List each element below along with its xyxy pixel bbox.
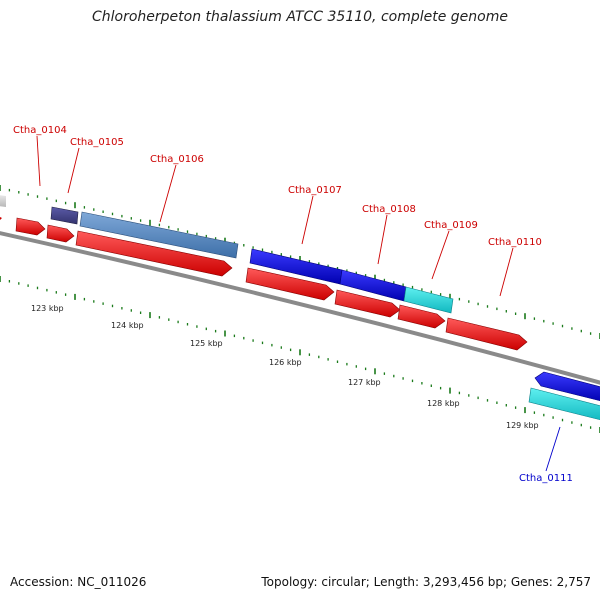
scale-label-123-kbp: 123 kbp bbox=[31, 304, 64, 313]
reverse-cds-arrow-blue[interactable] bbox=[534, 371, 600, 402]
gene-label-ctha-0105[interactable]: Ctha_0105 bbox=[70, 137, 124, 148]
gene-label-ctha-0109[interactable]: Ctha_0109 bbox=[424, 220, 478, 231]
accession-text: Accession: NC_011026 bbox=[10, 575, 147, 589]
reverse-feature-cyan[interactable] bbox=[528, 387, 600, 421]
gene-label-ctha-0107[interactable]: Ctha_0107 bbox=[288, 185, 342, 196]
genome-backbone bbox=[0, 231, 600, 385]
forward-cds-arrow-4[interactable] bbox=[245, 267, 335, 301]
scale-label-128-kbp: 128 kbp bbox=[427, 399, 460, 408]
genome-summary-text: Topology: circular; Length: 3,293,456 bp… bbox=[261, 575, 591, 589]
feature-block-purple[interactable] bbox=[50, 206, 79, 225]
inner-tick-ring bbox=[0, 276, 600, 433]
scale-label-125-kbp: 125 kbp bbox=[190, 339, 223, 348]
forward-cds-arrow-6[interactable] bbox=[397, 304, 446, 329]
scale-label-129-kbp: 129 kbp bbox=[506, 421, 539, 430]
gene-label-ctha-0108[interactable]: Ctha_0108 bbox=[362, 204, 416, 215]
forward-cds-arrow-1[interactable] bbox=[15, 217, 46, 236]
forward-cds-arrow-2[interactable] bbox=[46, 224, 75, 243]
forward-cds-arrow-5[interactable] bbox=[334, 289, 401, 318]
scale-label-124-kbp: 124 kbp bbox=[111, 321, 144, 330]
genome-title: Chloroherpeton thalassium ATCC 35110, co… bbox=[92, 9, 508, 25]
partial-red-tip-left bbox=[0, 217, 2, 220]
gene-label-ctha-0106[interactable]: Ctha_0106 bbox=[150, 154, 204, 165]
feature-block-cyan[interactable] bbox=[403, 286, 454, 314]
forward-cds-arrow-7[interactable] bbox=[445, 317, 528, 351]
partial-feature-left bbox=[0, 195, 6, 207]
scale-label-127-kbp: 127 kbp bbox=[348, 378, 381, 387]
gene-label-ctha-0104[interactable]: Ctha_0104 bbox=[13, 125, 67, 136]
gene-label-ctha-0110[interactable]: Ctha_0110 bbox=[488, 237, 542, 248]
feature-block-steelblue[interactable] bbox=[79, 211, 239, 259]
gene-label-ctha-0111[interactable]: Ctha_0111 bbox=[519, 473, 573, 484]
gene-leader-lines bbox=[36, 135, 561, 472]
scale-label-126-kbp: 126 kbp bbox=[269, 358, 302, 367]
forward-cds-arrow-3[interactable] bbox=[75, 230, 233, 277]
